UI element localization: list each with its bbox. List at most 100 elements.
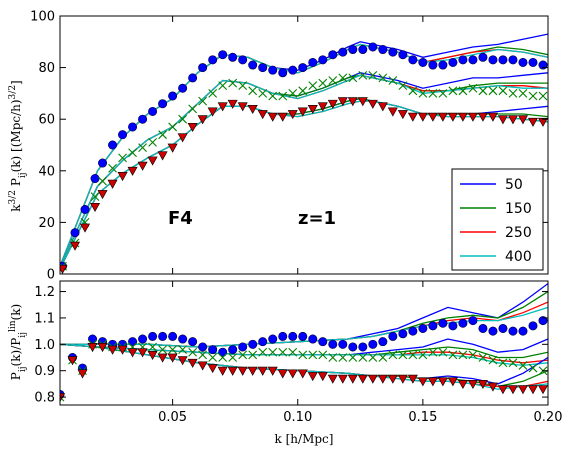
data-point-upper-27 xyxy=(328,50,338,60)
data-point-lower-12 xyxy=(177,133,188,143)
data-point-middle-35 xyxy=(408,350,418,360)
data-point-upper-17 xyxy=(228,52,238,62)
data-point-upper-24 xyxy=(298,331,308,341)
data-point-upper-3 xyxy=(90,174,100,184)
data-point-upper-33 xyxy=(388,47,398,57)
data-point-lower-36 xyxy=(417,112,428,122)
data-point-middle-32 xyxy=(378,73,388,83)
data-point-lower-40 xyxy=(457,379,468,390)
data-point-lower-43 xyxy=(487,112,498,122)
data-point-middle-39 xyxy=(448,86,458,96)
data-point-lower-2 xyxy=(77,369,88,379)
data-point-lower-17 xyxy=(227,366,238,376)
data-point-lower-6 xyxy=(117,172,128,182)
data-point-lower-9 xyxy=(147,350,158,360)
annotation-redshift: z=1 xyxy=(298,208,336,229)
bottom-ylabel: Pij(k)/Pijlin(k) xyxy=(8,304,28,380)
data-point-middle-7 xyxy=(128,148,137,158)
data-point-upper-29 xyxy=(348,342,358,352)
data-point-upper-38 xyxy=(438,318,448,328)
data-point-lower-15 xyxy=(207,364,218,374)
y-tick-label: 0.8 xyxy=(34,391,55,406)
data-point-upper-5 xyxy=(108,140,118,150)
y-tick-label: 60 xyxy=(38,113,55,128)
data-point-lower-26 xyxy=(317,102,328,112)
data-point-middle-10 xyxy=(158,345,167,354)
data-point-middle-43 xyxy=(488,355,498,365)
data-point-middle-38 xyxy=(438,347,448,357)
data-point-middle-24 xyxy=(298,86,308,96)
data-point-middle-24 xyxy=(298,350,308,360)
data-point-lower-3 xyxy=(90,203,101,213)
data-point-lower-41 xyxy=(467,379,478,390)
data-point-upper-20 xyxy=(258,63,268,73)
data-point-lower-25 xyxy=(307,104,318,114)
data-point-upper-20 xyxy=(258,337,268,347)
data-point-middle-25 xyxy=(308,350,318,360)
data-point-lower-30 xyxy=(357,374,368,384)
data-point-lower-48 xyxy=(537,385,548,395)
data-point-lower-44 xyxy=(497,115,508,125)
y-tick-label: 40 xyxy=(38,164,55,179)
y-tick-label: 1.0 xyxy=(34,338,55,353)
data-point-upper-19 xyxy=(248,60,258,70)
legend-box xyxy=(451,168,544,271)
data-point-middle-28 xyxy=(338,353,348,362)
data-point-upper-47 xyxy=(528,321,538,331)
data-point-middle-16 xyxy=(218,81,228,91)
data-point-middle-9 xyxy=(148,342,157,352)
x-tick-label: 0.20 xyxy=(534,410,563,425)
data-point-middle-35 xyxy=(408,86,418,96)
data-point-lower-46 xyxy=(517,115,528,125)
data-point-middle-31 xyxy=(368,353,378,362)
data-point-upper-34 xyxy=(398,329,408,339)
data-point-upper-17 xyxy=(228,345,238,355)
data-point-upper-33 xyxy=(388,331,398,341)
data-point-lower-18 xyxy=(237,102,248,112)
data-point-middle-25 xyxy=(308,81,318,91)
data-point-upper-35 xyxy=(408,326,418,336)
data-point-lower-1 xyxy=(67,356,78,366)
data-point-lower-16 xyxy=(217,366,228,376)
data-point-lower-39 xyxy=(447,112,458,122)
data-point-lower-29 xyxy=(347,374,358,384)
data-point-lower-8 xyxy=(137,348,148,358)
data-point-middle-19 xyxy=(248,350,258,360)
data-point-upper-41 xyxy=(468,316,478,326)
data-point-lower-21 xyxy=(267,366,278,376)
data-point-middle-40 xyxy=(458,86,468,96)
data-point-lower-33 xyxy=(387,107,398,117)
top-panel: 0 20 40 60 80 100 F4 z=1 50 150 250 400 xyxy=(30,10,549,283)
y-tick-label: 0 xyxy=(47,268,55,283)
data-point-upper-22 xyxy=(278,68,288,78)
data-point-upper-36 xyxy=(418,57,428,67)
data-point-lower-4 xyxy=(97,190,108,200)
data-point-upper-43 xyxy=(488,55,498,65)
data-point-upper-24 xyxy=(298,63,308,73)
data-point-upper-12 xyxy=(178,334,188,344)
data-point-lower-43 xyxy=(487,382,498,392)
data-point-middle-11 xyxy=(168,345,178,354)
data-point-upper-2 xyxy=(80,205,90,215)
data-point-lower-20 xyxy=(257,110,268,120)
data-point-lower-42 xyxy=(477,112,488,122)
data-point-middle-46 xyxy=(518,89,528,98)
plot-area xyxy=(60,283,548,403)
data-point-middle-9 xyxy=(148,138,157,147)
data-point-lower-4 xyxy=(97,343,108,353)
data-point-upper-23 xyxy=(288,65,298,75)
data-point-lower-41 xyxy=(467,112,478,122)
data-point-upper-44 xyxy=(498,323,508,333)
x-tick-label: 0.15 xyxy=(408,410,437,425)
data-point-upper-37 xyxy=(428,60,438,70)
data-point-middle-33 xyxy=(388,350,398,360)
data-point-middle-46 xyxy=(518,361,528,370)
data-point-lower-38 xyxy=(437,377,448,387)
data-point-middle-37 xyxy=(428,89,438,98)
y-tick-label: 0.9 xyxy=(34,364,55,379)
data-point-lower-10 xyxy=(157,151,168,161)
data-point-upper-38 xyxy=(438,60,448,70)
data-point-upper-34 xyxy=(398,50,408,60)
data-point-lower-23 xyxy=(287,110,298,120)
data-point-upper-45 xyxy=(508,55,518,65)
